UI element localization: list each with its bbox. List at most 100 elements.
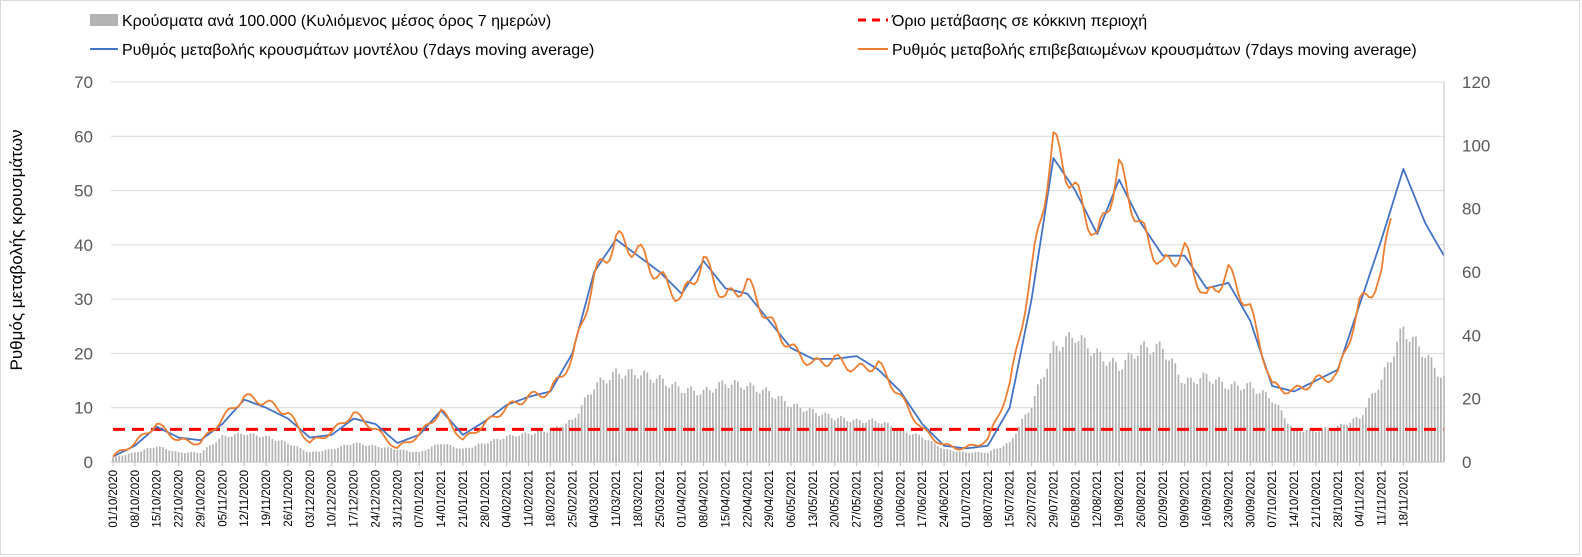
bar [815, 413, 817, 462]
bar [630, 368, 633, 462]
bar [1315, 431, 1317, 462]
bar [415, 451, 417, 462]
bar [1380, 379, 1383, 462]
bar [727, 388, 730, 462]
bar [1011, 438, 1014, 462]
bar [1296, 429, 1299, 462]
bar [1290, 425, 1292, 462]
legend-swatch-bar [90, 14, 118, 26]
bar [333, 449, 336, 462]
bar [1358, 418, 1361, 462]
bar [1271, 402, 1274, 462]
bar [230, 436, 233, 462]
bar [880, 423, 883, 462]
bar [1343, 424, 1345, 462]
bar [1127, 352, 1130, 462]
bar [633, 375, 636, 462]
x-tick-label: 28/10/2021 [1333, 470, 1345, 528]
bar [1386, 362, 1389, 462]
bar [155, 446, 158, 462]
bar [396, 450, 399, 462]
bar [340, 446, 342, 462]
bar [1165, 359, 1167, 462]
bar [1396, 341, 1398, 462]
bar [496, 438, 499, 462]
bar [290, 445, 292, 462]
y-tick-label-right: 80 [1462, 200, 1481, 219]
x-tick-label: 18/02/2021 [545, 470, 557, 528]
bar [874, 420, 877, 462]
bar [774, 398, 777, 462]
bar [824, 412, 827, 462]
bar [277, 440, 280, 462]
bar [1246, 383, 1249, 462]
bar [327, 449, 330, 462]
bar [346, 444, 349, 462]
bar [552, 427, 555, 462]
bar [908, 434, 911, 462]
bar [699, 394, 702, 462]
bar [377, 447, 380, 462]
x-tick-label: 26/08/2021 [1136, 470, 1148, 528]
bar [1218, 377, 1220, 462]
grid [111, 81, 1444, 409]
bar [1140, 345, 1142, 462]
bar [821, 414, 824, 462]
bar [124, 454, 127, 462]
x-tick-label: 29/07/2021 [1048, 470, 1060, 528]
legend-item-model: Ρυθμός μεταβολής κρουσμάτων μοντέλου (7d… [90, 42, 594, 59]
bar [368, 445, 371, 462]
bar [740, 387, 742, 462]
bar [1355, 416, 1358, 462]
bar [190, 451, 192, 462]
bar [283, 441, 286, 462]
bar [315, 451, 317, 462]
x-tick-label: 14/01/2021 [436, 470, 448, 528]
x-tick-label: 29/10/2020 [195, 470, 207, 528]
bar [527, 433, 530, 462]
bar [452, 446, 455, 462]
bar [1308, 428, 1311, 462]
bar [1405, 339, 1408, 462]
x-tick-label: 03/12/2020 [305, 470, 317, 528]
x-tick-label: 18/11/2021 [1398, 470, 1410, 527]
bar [174, 451, 177, 462]
x-tick-label: 20/05/2021 [830, 470, 842, 528]
bar [646, 372, 649, 462]
bar [187, 452, 189, 462]
bar [1433, 367, 1436, 462]
bar [433, 444, 436, 462]
bar [996, 448, 999, 462]
bar [808, 408, 811, 462]
y-tick-label-left: 50 [74, 182, 93, 201]
bar [702, 389, 705, 462]
bar [1021, 418, 1024, 462]
bar [1330, 429, 1333, 462]
bar [1258, 393, 1261, 462]
bar [515, 436, 517, 462]
bar [577, 413, 580, 462]
bar [196, 452, 199, 462]
bar [462, 448, 464, 462]
bar [608, 380, 611, 462]
bar [593, 389, 596, 462]
bar [1211, 383, 1214, 462]
x-tick-label: 21/01/2021 [458, 470, 470, 528]
bar [949, 450, 952, 462]
bar [1108, 361, 1111, 462]
bar [1221, 381, 1224, 462]
bar [380, 447, 383, 462]
x-tick-label: 08/10/2020 [130, 470, 142, 528]
bar [233, 434, 236, 462]
x-tick-label: 26/11/2020 [283, 470, 295, 527]
bar [1133, 358, 1136, 462]
x-tick-label: 08/07/2021 [983, 470, 995, 528]
bar [468, 447, 471, 462]
bar [512, 435, 514, 462]
bar [499, 439, 502, 462]
bar [955, 451, 958, 462]
bar [268, 436, 271, 462]
bar [1202, 372, 1205, 462]
bar [640, 375, 642, 462]
